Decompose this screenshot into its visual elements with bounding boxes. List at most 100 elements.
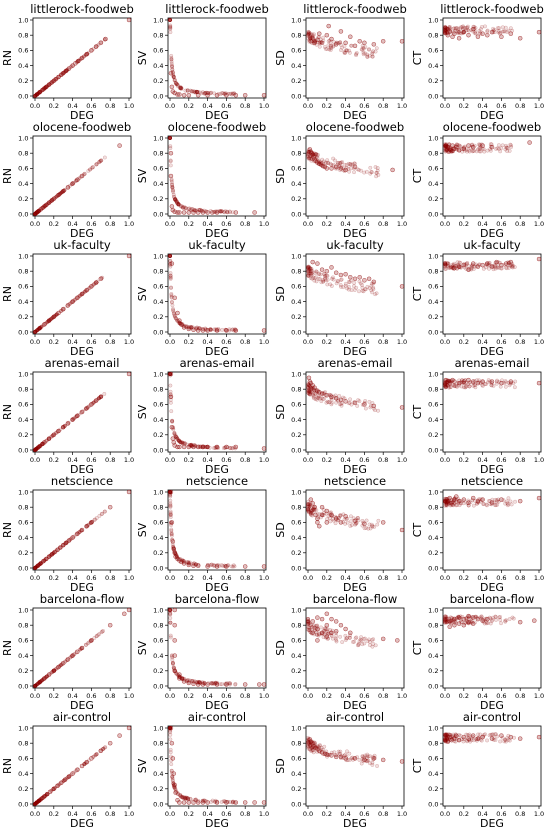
panel-5-2: netscience0.00.00.20.20.40.40.60.60.80.8… [136,474,269,594]
y-tick-label: 0.4 [428,770,438,778]
y-tick-label: 0.8 [291,740,301,748]
y-tick-label: 0.4 [291,298,301,306]
scatter-point-bg [219,800,224,804]
y-tick-label: 0.0 [18,210,28,218]
plot-frame [167,725,267,807]
y-axis-label: SV [136,286,149,301]
scatter-point-bg [361,637,366,641]
scatter-point-bg [467,148,471,153]
scatter-point-bg [510,615,515,620]
scatter-point [172,668,177,674]
scatter-point [461,622,467,628]
scatter-point [466,32,471,38]
panel-4-4: arenas-email0.00.00.20.20.40.40.60.60.80… [411,356,544,476]
scatter-point-bg [312,396,316,401]
scatter-point-bg [169,409,174,414]
scatter-point-bg [102,155,107,160]
y-tick-label: 0.4 [291,62,301,70]
scatter-point [181,92,187,98]
scatter-point-bg [329,284,334,288]
y-tick-label: 0.8 [291,504,301,512]
scatter-point-bg [168,26,173,30]
scatter-point-bg [176,202,181,207]
x-tick-label: 0.0 [30,456,40,464]
x-tick-label: 0.0 [303,102,313,110]
scatter-point-bg [504,266,509,271]
scatter-point [508,31,514,36]
scatter-point-bg [465,261,470,265]
x-axis-label: DEG [480,817,504,830]
scatter-point [313,512,318,518]
scatter-point [60,660,66,666]
scatter-point [117,733,122,738]
y-tick-label: 0.8 [428,268,438,276]
scatter-point [98,748,104,754]
scatter-point [489,500,495,505]
scatter-point-bg [367,637,371,642]
y-tick-label: 1.0 [18,370,28,378]
scatter-point [333,270,339,275]
scatter-point [456,737,462,743]
y-tick-label: 1.0 [153,606,163,614]
scatter-point [70,299,75,304]
scatter-point [399,284,405,289]
scatter-point [170,756,176,761]
scatter-point [172,782,177,788]
y-tick-label: 0.0 [153,800,163,808]
scatter-point [319,391,325,397]
scatter-point [499,497,504,502]
scatter-point [454,733,459,738]
scatter-point-bg [347,751,352,756]
scatter-point-bg [447,265,452,270]
panel-4-2: arenas-email0.00.00.20.20.40.40.60.60.80… [136,356,269,476]
panel-title: uk-faculty [463,238,521,252]
scatter-point [456,498,462,504]
scatter-point [343,514,348,519]
scatter-point [252,210,257,215]
scatter-point [186,680,192,686]
scatter-point [75,295,80,301]
scatter-point [461,262,467,268]
y-tick-label: 0.0 [428,328,438,336]
panel-title: air-control [188,710,246,724]
scatter-point-bg [232,564,237,569]
scatter-point [261,446,267,451]
scatter-point [252,800,257,805]
panel-title: arenas-email [455,356,530,370]
scatter-point-bg [368,165,373,170]
x-tick-label: 0.0 [440,574,450,582]
x-tick-label: 1.0 [397,102,407,110]
scatter-point-bg [357,279,362,284]
y-tick-label: 0.8 [18,740,28,748]
scatter-point-bg [485,738,489,743]
scatter-point-bg [307,389,312,394]
scatter-point-bg [319,625,323,630]
x-tick-label: 0.0 [440,456,450,464]
y-tick-label: 0.8 [291,32,301,40]
x-tick-label: 1.0 [534,574,544,582]
scatter-point [489,379,495,384]
scatter-point [489,264,495,269]
scatter-point [62,777,68,782]
scatter-point [126,253,132,259]
y-tick-label: 0.2 [428,313,438,321]
scatter-point-bg [37,90,42,95]
x-tick-label: 0.8 [240,456,250,464]
x-tick-label: 0.0 [440,102,450,110]
y-tick-label: 0.0 [153,328,163,336]
panel-7-4: air-control0.00.00.20.20.40.40.60.60.80.… [411,710,544,830]
y-tick-label: 0.2 [18,195,28,203]
scatter-point [452,379,457,384]
scatter-point-bg [103,509,107,514]
scatter-point [399,39,405,44]
y-tick-label: 1.0 [153,252,163,260]
x-tick-label: 0.2 [49,102,59,110]
panel-title: barcelona-flow [313,592,398,606]
scatter-point [205,210,210,215]
y-tick-label: 0.6 [291,519,301,527]
panel-title: arenas-email [318,356,393,370]
y-tick-label: 0.4 [291,652,301,660]
scatter-point-bg [168,158,173,163]
scatter-point-bg [467,384,472,389]
scatter-point [200,800,206,805]
